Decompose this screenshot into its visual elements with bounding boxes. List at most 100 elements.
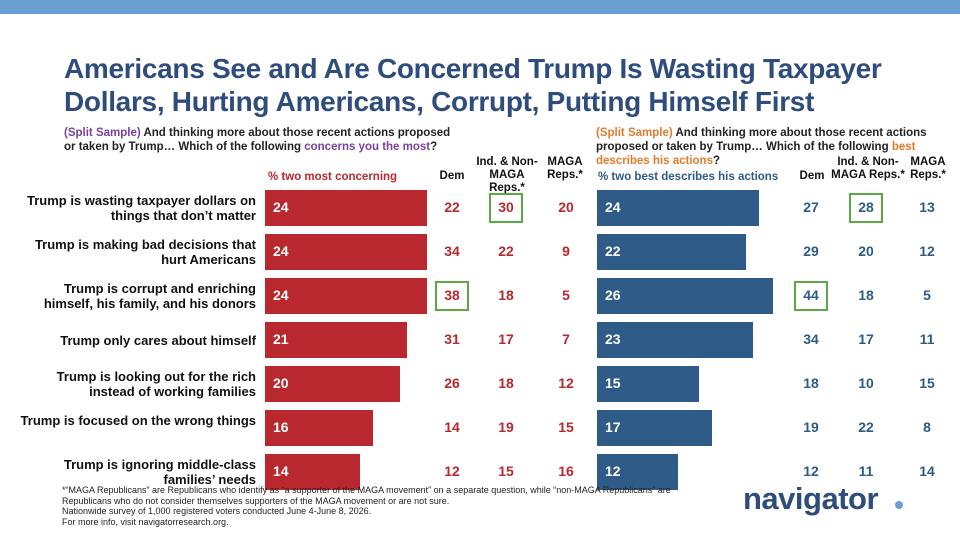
- ind-value: 18: [498, 375, 514, 391]
- bar-value-label: 20: [273, 375, 289, 391]
- bar-value-label: 12: [605, 463, 621, 479]
- bar: 20: [265, 366, 401, 402]
- left-question-end: ?: [430, 141, 438, 153]
- bar-value-label: 24: [273, 199, 289, 215]
- bar: 26: [597, 278, 773, 314]
- bar-value-label: 26: [605, 287, 621, 303]
- dem-value: 14: [444, 419, 460, 435]
- right-question-tag: (Split Sample): [596, 127, 673, 139]
- bar: 15: [597, 366, 699, 402]
- dem-value: 12: [803, 463, 819, 479]
- maga-value: 12: [558, 375, 574, 391]
- row-label: Trump is wasting taxpayer dollars on thi…: [26, 193, 256, 223]
- highlight-box: [489, 193, 523, 223]
- left-header-maga: MAGA Reps.*: [547, 156, 583, 181]
- maga-value: 13: [919, 199, 935, 215]
- ind-value: 19: [498, 419, 514, 435]
- ind-value: 28: [858, 199, 874, 215]
- row-label: Trump is corrupt and enriching himself, …: [43, 281, 256, 311]
- bar: 21: [265, 322, 408, 358]
- top-accent-bar: [0, 0, 960, 14]
- footnote-survey: Nationwide survey of 1,000 registered vo…: [62, 506, 372, 516]
- bar: 24: [265, 278, 428, 314]
- left-question-highlight: concerns you the most: [304, 141, 431, 153]
- bar-value-label: 22: [605, 243, 621, 259]
- dem-value: 31: [444, 331, 460, 347]
- navigator-logo: navigator: [743, 481, 879, 516]
- dem-value: 26: [444, 375, 460, 391]
- left-question-text: And thinking more about those recent act…: [64, 127, 451, 153]
- right-question-end: ?: [712, 155, 720, 167]
- right-header-ind: Ind. & Non-MAGA Reps.*: [831, 156, 905, 181]
- highlight-box: [849, 193, 883, 223]
- dem-value: 22: [444, 199, 460, 215]
- ind-value: 18: [498, 287, 514, 303]
- ind-value: 17: [858, 331, 874, 347]
- maga-value: 15: [558, 419, 574, 435]
- maga-value: 8: [923, 419, 931, 435]
- maga-value: 5: [923, 287, 931, 303]
- maga-value: 15: [919, 375, 935, 391]
- bar: 23: [597, 322, 753, 358]
- dem-value: 27: [803, 199, 819, 215]
- bar: 17: [597, 410, 713, 446]
- right-series-label: % two best describes his actions: [598, 171, 779, 183]
- maga-value: 11: [919, 331, 935, 347]
- footnote-definition: *“MAGA Republicans” are Republicans who …: [62, 485, 671, 506]
- bar-value-label: 16: [273, 419, 289, 435]
- row-label: Trump is looking out for the rich instea…: [56, 369, 256, 399]
- footnote: *“MAGA Republicans” are Republicans who …: [62, 485, 702, 527]
- ind-value: 17: [498, 331, 514, 347]
- right-question: (Split Sample) And thinking more about t…: [596, 126, 946, 168]
- right-header-maga: MAGA Reps.*: [910, 156, 946, 181]
- maga-value: 20: [558, 199, 574, 215]
- bar-value-label: 17: [605, 419, 621, 435]
- ind-value: 22: [858, 419, 874, 435]
- maga-value: 9: [562, 243, 570, 259]
- row-label: Trump is ignoring middle-class families’…: [63, 457, 256, 487]
- page-title: Americans See and Are Concerned Trump Is…: [64, 53, 882, 117]
- left-question: (Split Sample) And thinking more about t…: [64, 126, 464, 154]
- dem-value: 34: [803, 331, 819, 347]
- right-question-highlight: best describes his actions: [596, 141, 916, 167]
- bar: 24: [597, 190, 760, 226]
- bar-value-label: 21: [273, 331, 289, 347]
- bar-value-label: 24: [273, 243, 289, 259]
- left-series-label: % two most concerning: [268, 171, 398, 183]
- bar: 16: [265, 410, 374, 446]
- bar: 22: [597, 234, 746, 270]
- highlight-box: [794, 281, 828, 311]
- bar-value-label: 24: [273, 287, 289, 303]
- ind-value: 22: [498, 243, 514, 259]
- maga-value: 12: [919, 243, 935, 259]
- row-label: Trump only cares about himself: [60, 332, 256, 348]
- right-question-text: And thinking more about those recent act…: [596, 127, 927, 153]
- ind-value: 18: [858, 287, 874, 303]
- highlight-box: [435, 281, 469, 311]
- bar: 24: [265, 234, 428, 270]
- dem-value: 12: [444, 463, 460, 479]
- footnote-more-info: For more info, visit navigatorresearch.o…: [62, 516, 229, 527]
- bar: 14: [265, 454, 360, 490]
- ind-value: 20: [858, 243, 874, 259]
- ind-value: 15: [498, 463, 514, 479]
- bar-value-label: 24: [605, 199, 621, 215]
- dem-value: 18: [803, 375, 819, 391]
- ind-value: 10: [858, 375, 874, 391]
- dem-value: 38: [444, 287, 460, 303]
- bar: 24: [265, 190, 428, 226]
- ind-value: 11: [858, 463, 874, 479]
- left-header-ind: Ind. & Non-MAGA Reps.*: [476, 156, 538, 194]
- left-question-tag: (Split Sample): [64, 127, 141, 139]
- maga-value: 7: [562, 331, 570, 347]
- row-labels: Trump is wasting taxpayer dollars on thi…: [0, 0, 256, 540]
- dem-value: 19: [803, 419, 819, 435]
- left-header-dem: Dem: [439, 170, 465, 182]
- maga-value: 16: [558, 463, 574, 479]
- bar-value-label: 15: [605, 375, 621, 391]
- bar-value-label: 23: [605, 331, 621, 347]
- row-label: Trump is making bad decisions that hurt …: [34, 237, 256, 267]
- ind-value: 30: [498, 199, 514, 215]
- maga-value: 5: [562, 287, 570, 303]
- dem-value: 34: [444, 243, 460, 259]
